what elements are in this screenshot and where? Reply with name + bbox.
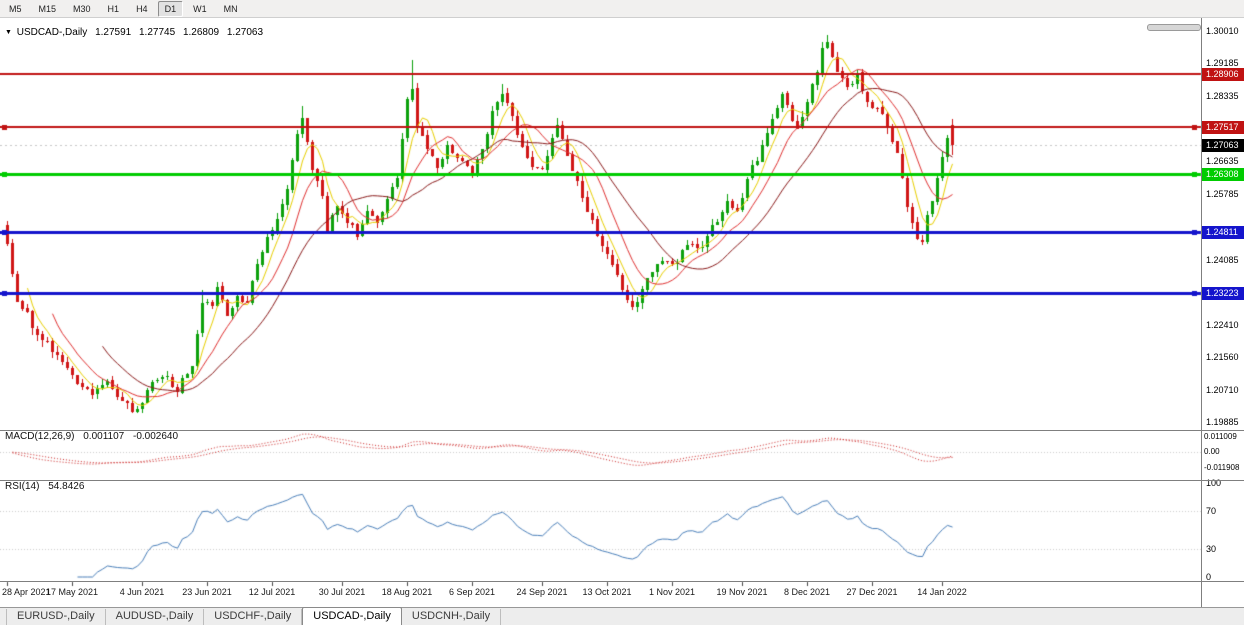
date-label: 18 Aug 2021 <box>381 587 433 597</box>
ohlc-close-value: 1.27063 <box>226 27 264 38</box>
price-tick-label: 1.30010 <box>1206 26 1239 37</box>
rsi-label: RSI(14) 54.8426 <box>5 481 90 492</box>
time-axis[interactable]: 28 Apr 2021 17 May 2021 4 Jun 2021 23 Jun 2… <box>0 587 1201 601</box>
ohlc-low-value: 1.26809 <box>182 27 220 38</box>
macd-axis-label: 0.00 <box>1204 447 1220 456</box>
price-level-badge: 1.23223 <box>1202 287 1244 301</box>
macd-label: MACD(12,26,9) 0.001107 -0.002640 <box>5 431 184 442</box>
date-label: 19 Nov 2021 <box>716 587 768 597</box>
price-tick-label: 1.22410 <box>1206 319 1239 330</box>
macd-axis-label: 0.011009 <box>1204 432 1237 442</box>
date-label: 13 Oct 2021 <box>582 587 632 597</box>
rsi-current-value: 54.8426 <box>48 481 85 492</box>
rsi-axis-label: 100 <box>1206 478 1222 488</box>
price-tick-label: 1.21560 <box>1206 352 1239 363</box>
ohlc-high-value: 1.27745 <box>139 27 176 38</box>
date-label: 28 Apr 2021 <box>2 587 51 597</box>
dropdown-arrow-icon[interactable]: ▼ <box>5 29 12 36</box>
tab-usdcad-daily[interactable]: USDCAD-,Daily <box>302 607 402 625</box>
timeframe-button-w1[interactable]: W1 <box>193 3 207 14</box>
tab-usdcnh-daily[interactable]: USDCNH-,Daily <box>402 609 502 625</box>
chart-symbol-label: USDCAD-,Daily <box>16 27 88 38</box>
macd-axis-label: -0.011908 <box>1204 462 1240 472</box>
time-axis-separator[interactable] <box>0 581 1244 582</box>
date-label: 17 May 2021 <box>45 587 99 597</box>
date-label: 12 Jul 2021 <box>248 587 296 597</box>
current-price-badge: 1.27063 <box>1202 138 1244 152</box>
macd-signal-value: -0.002640 <box>133 431 179 442</box>
timeframe-button-d1[interactable]: D1 <box>157 0 184 17</box>
price-tick-label: 1.20710 <box>1206 385 1239 396</box>
date-label: 4 Jun 2021 <box>119 587 165 597</box>
timeframe-button-m15[interactable]: M15 <box>38 3 57 14</box>
price-level-badge: 1.24811 <box>1202 225 1244 239</box>
date-label: 14 Jan 2022 <box>917 587 967 597</box>
ohlc-open-value: 1.27591 <box>95 27 132 38</box>
timeframe-button-mn[interactable]: MN <box>223 3 238 14</box>
rsi-axis-label: 0 <box>1206 572 1212 582</box>
price-tick-label: 1.26635 <box>1206 156 1239 167</box>
date-label: 24 Sep 2021 <box>516 587 568 597</box>
price-tick-label: 1.24085 <box>1206 254 1239 265</box>
price-level-badge: 1.26308 <box>1202 168 1244 182</box>
macd-indicator-name: MACD(12,26,9) <box>5 431 75 442</box>
price-level-badge: 1.28906 <box>1202 67 1244 81</box>
date-label: 6 Sep 2021 <box>448 587 496 597</box>
price-level-badge: 1.27517 <box>1202 121 1244 135</box>
timeframe-button-h1[interactable]: H1 <box>107 3 120 14</box>
date-label: 23 Jun 2021 <box>182 587 232 597</box>
date-label: 8 Dec 2021 <box>783 587 831 597</box>
timeframe-toolbar: M5 M15 M30 H1 H4 D1 W1 MN <box>0 0 1244 18</box>
price-tick-label: 1.25785 <box>1206 189 1239 200</box>
rsi-panel-separator[interactable] <box>0 480 1244 481</box>
chart-scrollbar-thumb[interactable] <box>1147 24 1201 31</box>
timeframe-button-m30[interactable]: M30 <box>73 3 91 14</box>
price-tick-label: 1.29185 <box>1206 57 1239 68</box>
price-tick-label: 1.19885 <box>1206 417 1239 428</box>
tab-usdchf-daily[interactable]: USDCHF-,Daily <box>204 609 303 625</box>
date-label: 30 Jul 2021 <box>318 587 366 597</box>
date-label: 27 Dec 2021 <box>846 587 898 597</box>
price-axis[interactable]: 1.30010 1.29185 1.28335 1.26635 1.25785 1.240… <box>1201 18 1244 607</box>
rsi-indicator-name: RSI(14) <box>5 481 40 492</box>
chart-tabs-bar: EURUSD-,Daily AUDUSD-,Daily USDCHF-,Daily U… <box>0 607 1244 625</box>
timeframe-button-m5[interactable]: M5 <box>9 3 22 14</box>
price-tick-label: 1.28335 <box>1206 90 1239 101</box>
macd-panel-separator[interactable] <box>0 430 1244 431</box>
rsi-axis-label: 70 <box>1206 506 1217 517</box>
tab-audusd-daily[interactable]: AUDUSD-,Daily <box>106 609 205 625</box>
rsi-axis-label: 30 <box>1206 543 1217 554</box>
tab-eurusd-daily[interactable]: EURUSD-,Daily <box>6 609 106 625</box>
timeframe-button-h4[interactable]: H4 <box>136 3 148 14</box>
chart-title: ▼ USDCAD-,Daily 1.27591 1.27745 1.26809 … <box>5 27 263 38</box>
macd-main-value: 0.001107 <box>83 431 125 442</box>
date-label: 1 Nov 2021 <box>648 587 696 597</box>
